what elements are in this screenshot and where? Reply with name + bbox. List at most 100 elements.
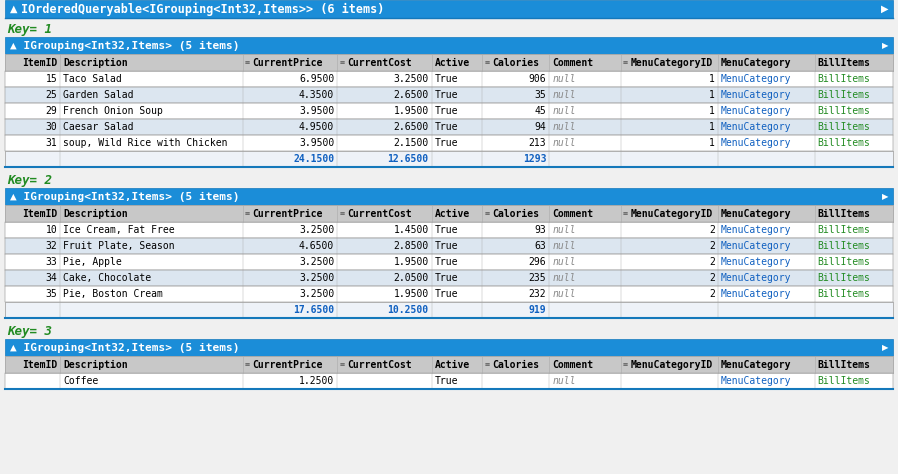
Text: MenuCategory: MenuCategory — [721, 74, 791, 84]
Text: True: True — [435, 241, 458, 251]
Text: True: True — [435, 138, 458, 148]
Text: 3.2500: 3.2500 — [299, 225, 334, 235]
Text: 1.9500: 1.9500 — [393, 257, 428, 267]
Text: BillItems: BillItems — [817, 257, 870, 267]
Text: 34: 34 — [46, 273, 57, 283]
Text: 35: 35 — [46, 289, 57, 299]
Text: soup, Wild Rice with Chicken: soup, Wild Rice with Chicken — [64, 138, 228, 148]
Bar — [5, 188, 893, 205]
Bar — [5, 0, 893, 18]
Bar — [5, 356, 893, 373]
Text: 906: 906 — [529, 74, 546, 84]
Text: 3.9500: 3.9500 — [299, 106, 334, 116]
Text: 235: 235 — [529, 273, 546, 283]
Text: 213: 213 — [529, 138, 546, 148]
Text: ▶: ▶ — [882, 343, 888, 352]
Text: 296: 296 — [529, 257, 546, 267]
Text: ≡: ≡ — [244, 209, 250, 218]
Text: 1.4500: 1.4500 — [393, 225, 428, 235]
Text: MenuCategory: MenuCategory — [721, 257, 791, 267]
Text: null: null — [552, 74, 576, 84]
Text: 1.9500: 1.9500 — [393, 106, 428, 116]
Text: ≡: ≡ — [623, 58, 628, 67]
Text: ▶: ▶ — [882, 192, 888, 201]
Text: MenuCategory: MenuCategory — [721, 90, 791, 100]
Text: Taco Salad: Taco Salad — [64, 74, 122, 84]
Text: Fruit Plate, Season: Fruit Plate, Season — [64, 241, 175, 251]
Bar — [5, 87, 893, 103]
Text: Key= 1: Key= 1 — [7, 22, 52, 36]
Text: True: True — [435, 106, 458, 116]
Text: BillItems: BillItems — [817, 106, 870, 116]
Bar — [5, 238, 893, 254]
Text: ≡: ≡ — [339, 209, 344, 218]
Text: 2: 2 — [709, 289, 715, 299]
Text: True: True — [435, 74, 458, 84]
Text: null: null — [552, 90, 576, 100]
Text: 4.3500: 4.3500 — [299, 90, 334, 100]
Text: 25: 25 — [46, 90, 57, 100]
Text: MenuCategory: MenuCategory — [721, 359, 791, 370]
Text: null: null — [552, 241, 576, 251]
Text: 33: 33 — [46, 257, 57, 267]
Text: null: null — [552, 376, 576, 386]
Text: ItemID: ItemID — [22, 359, 57, 370]
Text: null: null — [552, 289, 576, 299]
Text: 1: 1 — [709, 122, 715, 132]
Text: CurrentPrice: CurrentPrice — [252, 359, 323, 370]
Text: CurrentCost: CurrentCost — [348, 359, 412, 370]
Text: 29: 29 — [46, 106, 57, 116]
Text: Cake, Chocolate: Cake, Chocolate — [64, 273, 152, 283]
Text: null: null — [552, 225, 576, 235]
Text: ≡: ≡ — [623, 360, 628, 369]
Bar — [5, 286, 893, 302]
Text: IOrderedQueryable<IGrouping<Int32,Items>> (6 items): IOrderedQueryable<IGrouping<Int32,Items>… — [21, 2, 384, 16]
Text: 45: 45 — [534, 106, 546, 116]
Text: Description: Description — [64, 209, 128, 219]
Text: BillItems: BillItems — [817, 225, 870, 235]
Text: ▶: ▶ — [881, 4, 888, 14]
Text: MenuCategory: MenuCategory — [721, 57, 791, 67]
Text: CurrentCost: CurrentCost — [348, 209, 412, 219]
Text: 35: 35 — [534, 90, 546, 100]
Text: CurrentPrice: CurrentPrice — [252, 57, 323, 67]
Text: MenuCategoryID: MenuCategoryID — [630, 209, 713, 219]
Text: MenuCategory: MenuCategory — [721, 106, 791, 116]
Text: ≡: ≡ — [244, 58, 250, 67]
Text: ≡: ≡ — [484, 360, 489, 369]
Text: 1: 1 — [709, 106, 715, 116]
Bar — [5, 119, 893, 135]
Text: 3.2500: 3.2500 — [299, 289, 334, 299]
Text: MenuCategory: MenuCategory — [721, 376, 791, 386]
Text: ItemID: ItemID — [22, 209, 57, 219]
Text: Comment: Comment — [552, 57, 594, 67]
Text: null: null — [552, 257, 576, 267]
Text: ≡: ≡ — [484, 58, 489, 67]
Text: 10: 10 — [46, 225, 57, 235]
Text: 63: 63 — [534, 241, 546, 251]
Bar — [5, 135, 893, 151]
Text: ▲: ▲ — [10, 4, 17, 14]
Text: BillItems: BillItems — [817, 359, 870, 370]
Text: ▲ IGrouping<Int32,Items> (5 items): ▲ IGrouping<Int32,Items> (5 items) — [10, 40, 240, 51]
Text: True: True — [435, 273, 458, 283]
Text: BillItems: BillItems — [817, 289, 870, 299]
Text: 3.2500: 3.2500 — [299, 273, 334, 283]
Text: ≡: ≡ — [244, 360, 250, 369]
Bar — [5, 151, 893, 167]
Text: BillItems: BillItems — [817, 57, 870, 67]
Text: null: null — [552, 122, 576, 132]
Text: True: True — [435, 376, 458, 386]
Text: Description: Description — [64, 57, 128, 67]
Text: BillItems: BillItems — [817, 273, 870, 283]
Text: True: True — [435, 289, 458, 299]
Text: Caesar Salad: Caesar Salad — [64, 122, 134, 132]
Text: MenuCategoryID: MenuCategoryID — [630, 57, 713, 67]
Text: BillItems: BillItems — [817, 376, 870, 386]
Text: Garden Salad: Garden Salad — [64, 90, 134, 100]
Text: MenuCategory: MenuCategory — [721, 289, 791, 299]
Bar — [5, 54, 893, 71]
Text: 2.0500: 2.0500 — [393, 273, 428, 283]
Text: MenuCategory: MenuCategory — [721, 241, 791, 251]
Text: 2: 2 — [709, 273, 715, 283]
